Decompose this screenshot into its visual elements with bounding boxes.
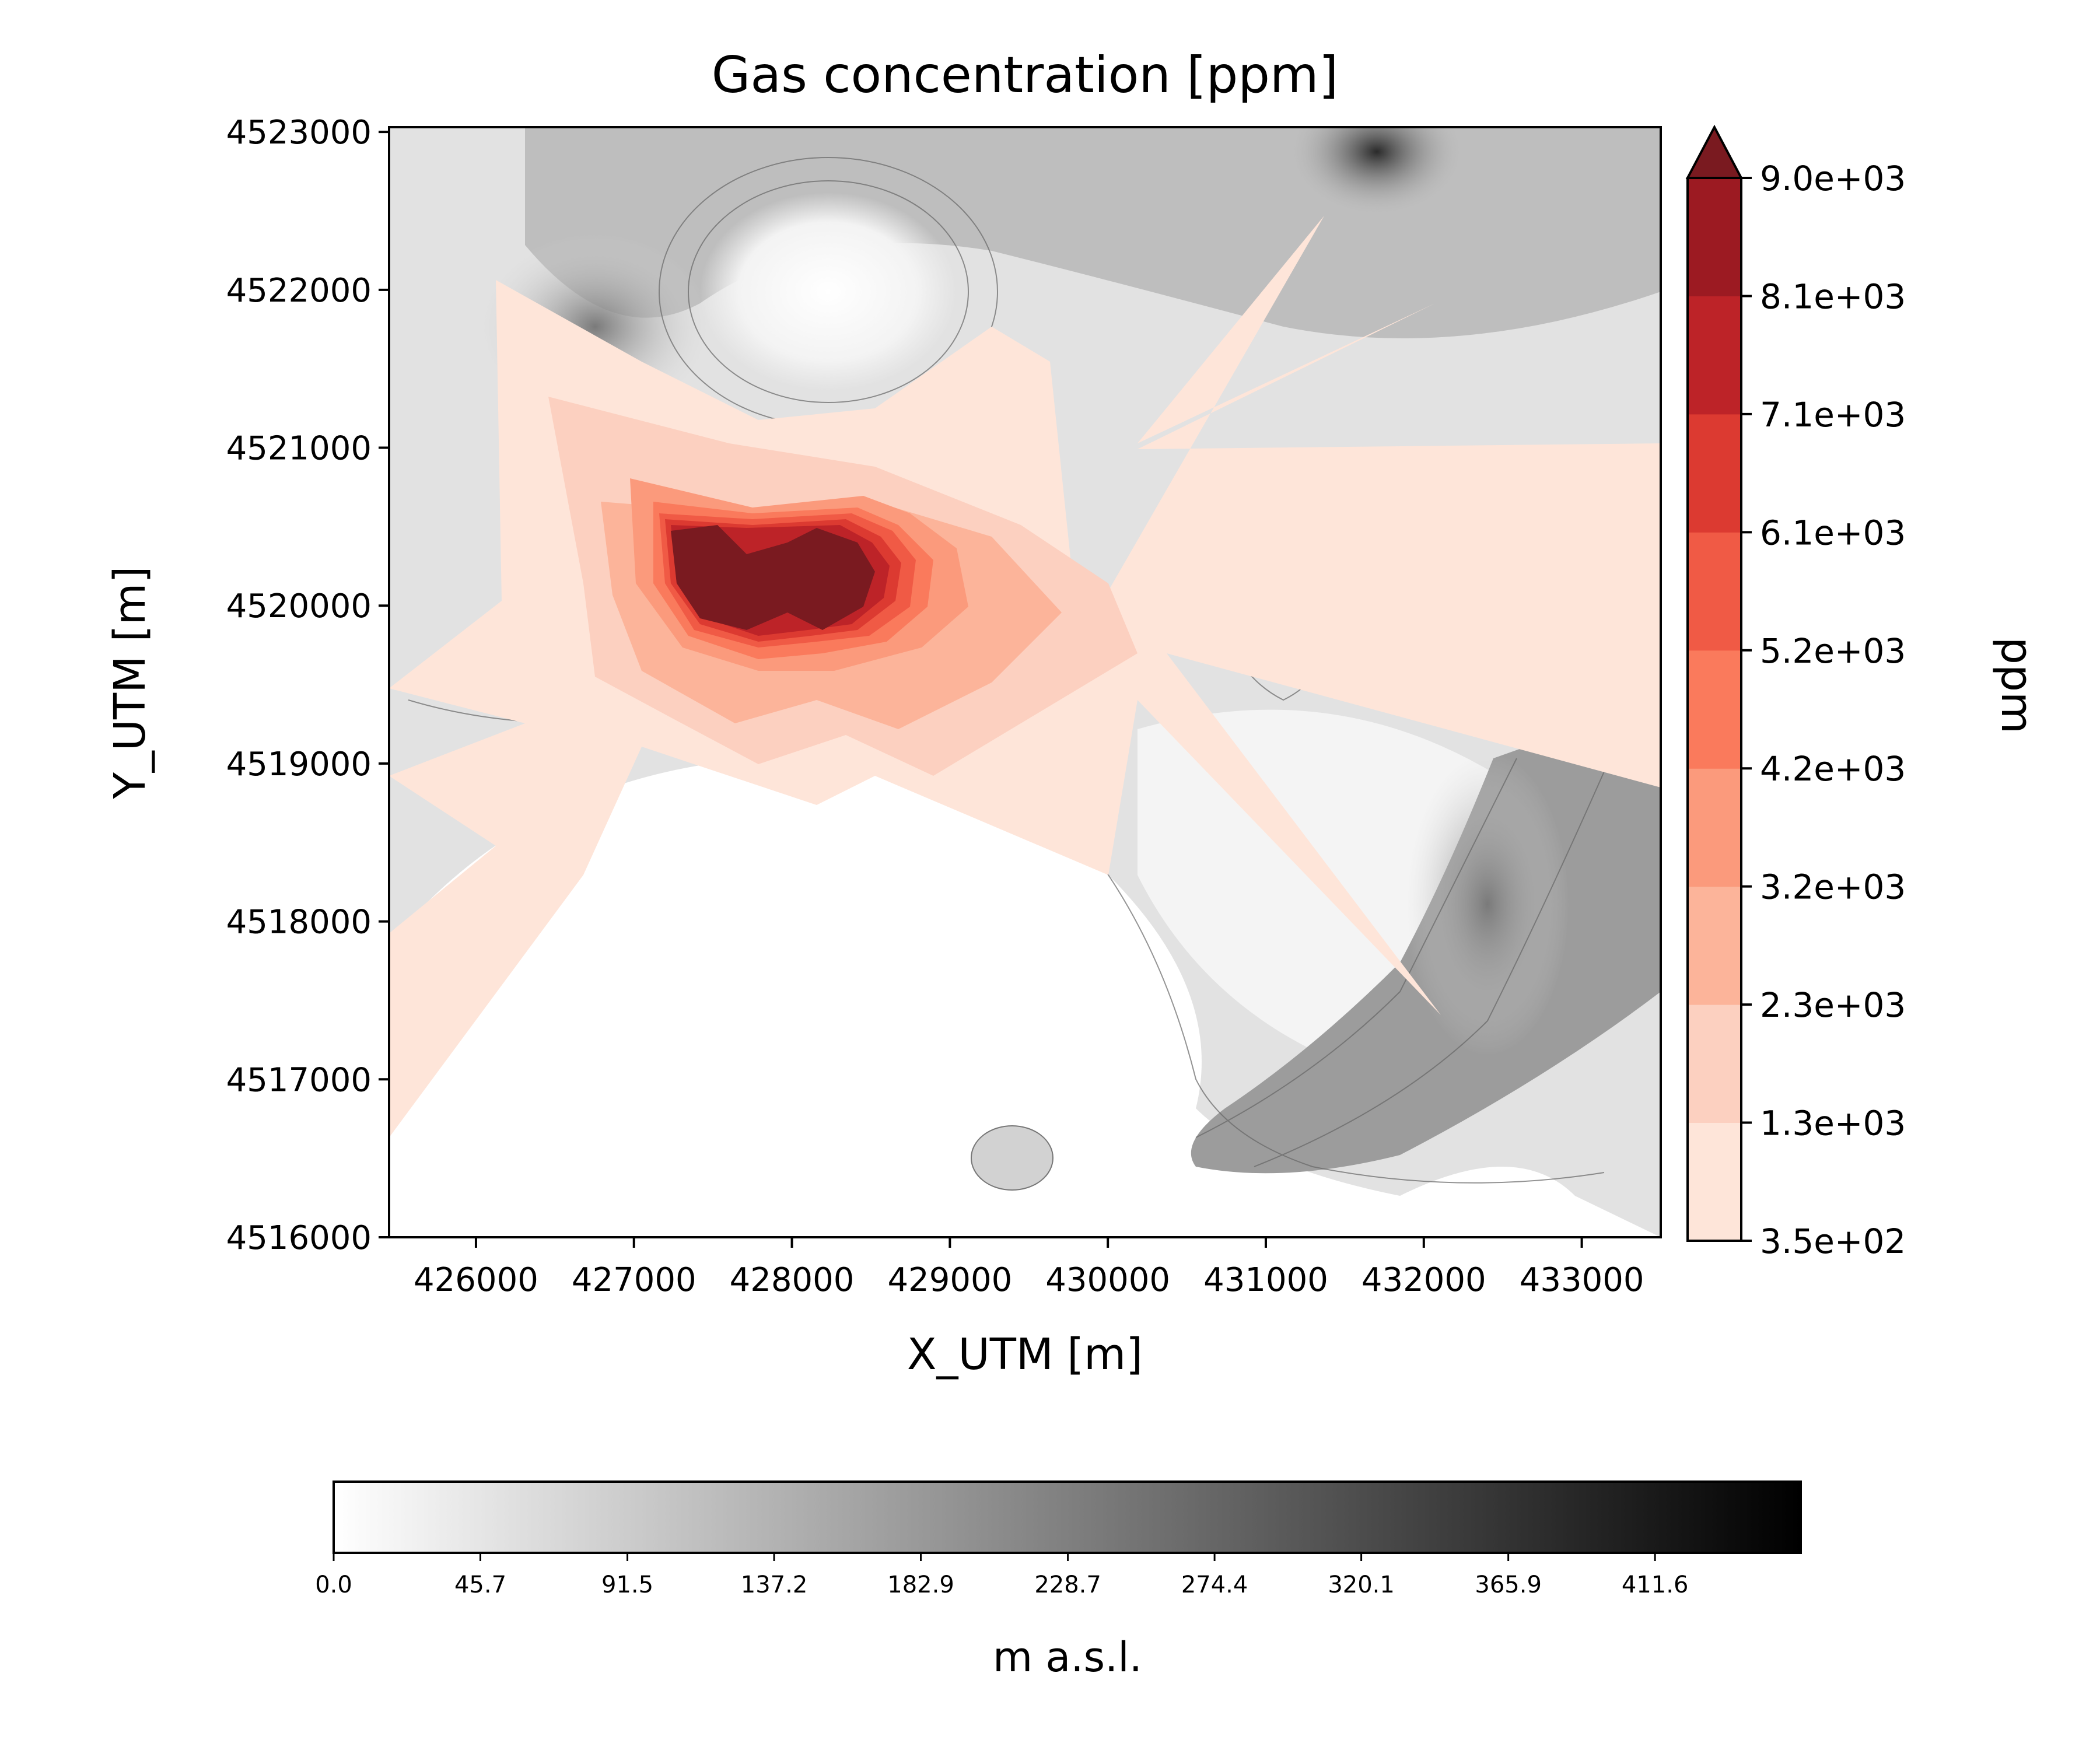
- terrain-island: [971, 1125, 1054, 1191]
- plume-level-9: [671, 525, 875, 630]
- terrain-hill-southeast: [1406, 752, 1569, 1056]
- elevation-colorbar-label: m a.s.l.: [993, 1633, 1142, 1681]
- x-tick-label: 433000: [1520, 1261, 1644, 1299]
- colorbar-segment: [1688, 414, 1741, 533]
- colorbar-segment: [1688, 768, 1741, 887]
- elevation-tick-label: 45.7: [454, 1572, 506, 1598]
- colorbar-label: ppm: [1992, 637, 2042, 734]
- elevation-colorbar-ticks: 0.0 45.7 91.5 137.2 182.9 228.7 274.4 320.1 365.…: [315, 1553, 1688, 1598]
- colorbar-tick-label: 5.2e+03: [1760, 631, 1906, 671]
- y-tick-label: 4519000: [226, 746, 372, 783]
- colorbar-segment: [1688, 1005, 1741, 1124]
- y-axis-label: Y_UTM [m]: [105, 566, 155, 800]
- y-tick-label: 4516000: [226, 1219, 372, 1257]
- colorbar-tick-label: 7.1e+03: [1760, 395, 1906, 435]
- colorbar-tick-label: 1.3e+03: [1760, 1104, 1906, 1143]
- terrain-lowland: [389, 758, 1661, 1237]
- colorbar-segment: [1688, 532, 1741, 651]
- colorbar-segment: [1688, 886, 1741, 1005]
- y-tick-label: 4523000: [226, 114, 372, 152]
- y-tick-label: 4520000: [226, 587, 372, 625]
- colorbar-tick-label: 3.2e+03: [1760, 867, 1906, 907]
- y-tick-label: 4522000: [226, 272, 372, 310]
- x-tick-label: 429000: [887, 1261, 1012, 1299]
- colorbar-tick-label: 3.5e+02: [1760, 1222, 1906, 1261]
- colorbar-segment: [1688, 1122, 1741, 1241]
- y-tick-label: 4518000: [226, 904, 372, 942]
- colorbar-extend-arrow: [1685, 124, 1744, 179]
- gas-plume: [389, 216, 1661, 1138]
- elevation-tick-label: 137.2: [741, 1572, 808, 1598]
- y-axis: 4516000 4517000 4518000 4519000 4520000 45210…: [226, 114, 389, 1257]
- elevation-colorbar: [332, 1480, 1802, 1554]
- elevation-tick-label: 228.7: [1034, 1572, 1101, 1598]
- concentration-colorbar: 3.5e+02 1.3e+03 2.3e+03 3.2e+03 4.2e+03 5.2e+…: [1685, 124, 1906, 1261]
- plot-frame: [388, 126, 1662, 1238]
- y-tick-label: 4521000: [226, 430, 372, 468]
- x-axis: 426000 427000 428000 429000 430000 431000 4320…: [414, 1237, 1644, 1299]
- elevation-tick-label: 320.1: [1328, 1572, 1395, 1598]
- colorbar-tick-label: 2.3e+03: [1760, 985, 1906, 1025]
- elevation-tick-label: 365.9: [1475, 1572, 1542, 1598]
- x-tick-label: 431000: [1203, 1261, 1328, 1299]
- plot-area: [389, 127, 1661, 1237]
- x-axis-label: X_UTM [m]: [907, 1329, 1143, 1380]
- x-tick-label: 432000: [1362, 1261, 1486, 1299]
- elevation-tick-label: 182.9: [887, 1572, 954, 1598]
- x-tick-label: 430000: [1045, 1261, 1170, 1299]
- x-tick-label: 426000: [414, 1261, 538, 1299]
- elevation-tick-label: 411.6: [1622, 1572, 1689, 1598]
- x-tick-label: 428000: [730, 1261, 855, 1299]
- colorbar-tick-label: 6.1e+03: [1760, 513, 1906, 552]
- colorbar-segment: [1688, 178, 1741, 296]
- y-tick-label: 4517000: [226, 1061, 372, 1099]
- colorbar-segment: [1688, 296, 1741, 415]
- chart-title: Gas concentration [ppm]: [712, 46, 1339, 104]
- elevation-tick-label: 274.4: [1181, 1572, 1248, 1598]
- elevation-tick-label: 91.5: [601, 1572, 653, 1598]
- colorbar-tick-label: 4.2e+03: [1760, 749, 1906, 789]
- x-tick-label: 427000: [572, 1261, 696, 1299]
- elevation-tick-label: 0.0: [315, 1572, 352, 1598]
- colorbar-tick-label: 8.1e+03: [1760, 276, 1906, 316]
- colorbar-segment: [1688, 650, 1741, 769]
- colorbar-tick-label: 9.0e+03: [1760, 159, 1906, 198]
- colorbar-frame: [1686, 177, 1742, 1242]
- terrain-crater-north: [700, 192, 957, 391]
- terrain-peak-north: [1289, 127, 1464, 216]
